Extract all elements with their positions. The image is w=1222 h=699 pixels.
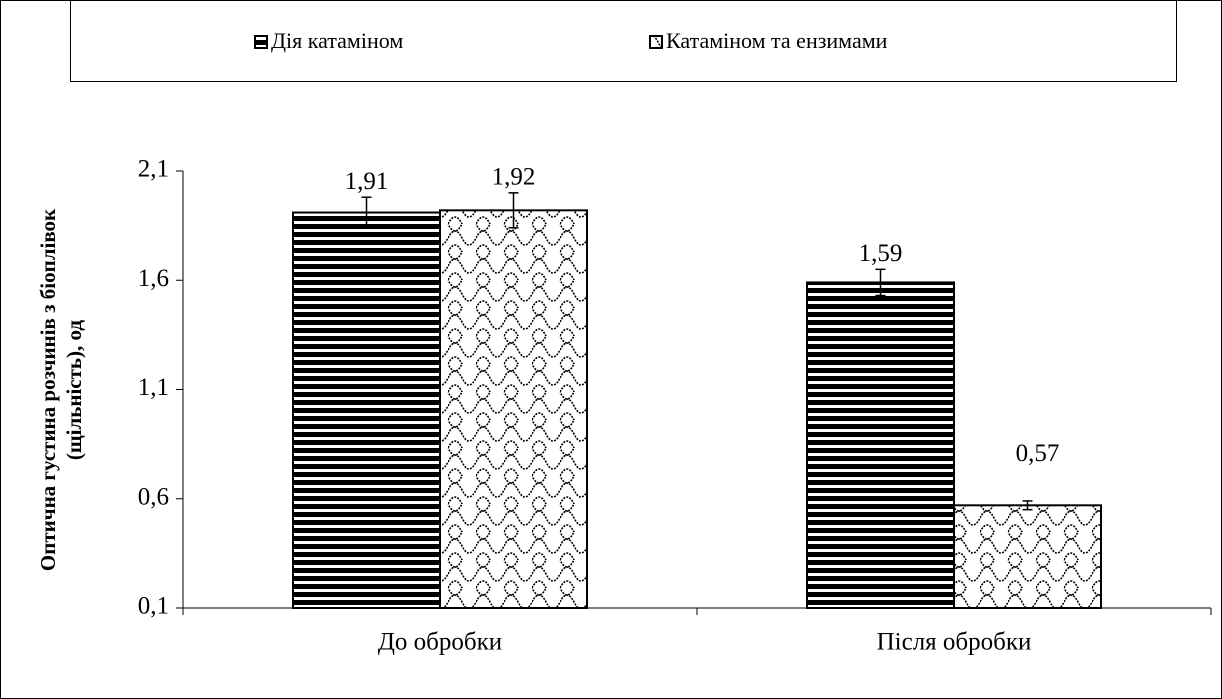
error-bar	[1022, 500, 1033, 511]
data-label: 1,92	[492, 164, 536, 191]
y-axis-label-line: Оптична густина розчинів з біоплівок	[36, 208, 60, 571]
y-tick-label: 0,1	[138, 593, 169, 620]
bar	[439, 209, 588, 610]
error-bar	[508, 192, 519, 229]
legend-swatch	[254, 35, 268, 49]
x-tick-label: Після обробки	[877, 629, 1032, 656]
legend-label: Катаміном та ензимами	[666, 28, 888, 53]
y-axis-label-line: (щільність), од	[62, 320, 86, 461]
data-label: 1,59	[859, 240, 903, 267]
x-tick-label: До обробки	[378, 629, 502, 656]
y-tick-label: 1,6	[138, 265, 169, 292]
y-tick-label: 0,6	[138, 483, 169, 510]
bar	[292, 211, 441, 609]
bar	[806, 281, 955, 609]
bar	[953, 504, 1102, 609]
error-bar	[875, 268, 886, 297]
y-tick-label: 2,1	[138, 156, 169, 183]
data-label: 1,91	[345, 168, 389, 195]
y-axis-label: Оптична густина розчинів з біоплівок (щіл…	[36, 208, 86, 571]
legend-swatch	[649, 35, 663, 49]
legend-label: Дія катаміном	[271, 28, 403, 53]
y-tick-label: 1,1	[138, 374, 169, 401]
legend-box	[70, 0, 1177, 82]
error-bar	[361, 196, 372, 229]
data-label: 0,57	[1016, 440, 1060, 467]
